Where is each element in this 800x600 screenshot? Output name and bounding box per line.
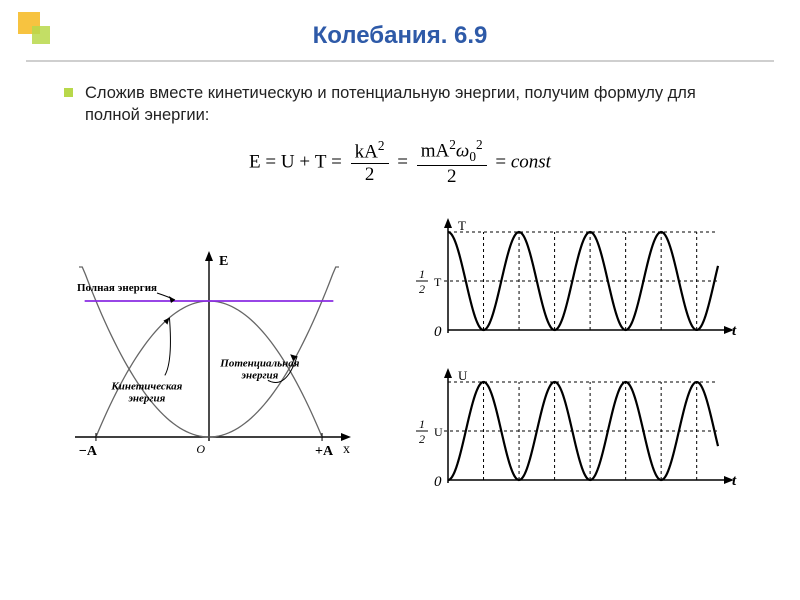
frac2-num-exp: 2 — [449, 137, 456, 152]
energy-formula: E = U + T = kA2 2 = mA2ω02 2 = const — [0, 137, 800, 188]
formula-T: T — [315, 151, 327, 172]
potential-vs-time-chart: Ut012U — [402, 362, 752, 502]
formula-plus: + — [299, 151, 310, 172]
frac1-num-exp: 2 — [378, 138, 385, 153]
slide-corner-logo — [18, 12, 52, 46]
svg-text:1: 1 — [419, 417, 425, 431]
svg-text:O: O — [196, 442, 205, 456]
frac2-omega-sub: 0 — [469, 149, 476, 164]
formula-eq4: = — [495, 151, 506, 172]
kinetic-vs-time-chart: Tt012T — [402, 212, 752, 352]
svg-text:0: 0 — [434, 474, 442, 490]
formula-const: const — [511, 151, 551, 172]
svg-text:энергия: энергия — [127, 392, 165, 404]
bullet-marker — [64, 88, 73, 97]
svg-text:+A: +A — [315, 444, 334, 459]
svg-text:2: 2 — [419, 282, 425, 296]
svg-text:T: T — [434, 275, 442, 289]
svg-text:Полная энергия: Полная энергия — [77, 282, 157, 294]
formula-eq2: = — [331, 151, 342, 172]
svg-text:U: U — [458, 368, 468, 383]
svg-text:2: 2 — [419, 432, 425, 446]
frac2-num-base: mA — [421, 140, 450, 161]
slide-title: Колебания. 6.9 — [0, 0, 800, 50]
formula-E: E — [249, 151, 261, 172]
formula-eq1: = — [265, 151, 276, 172]
bullet-text: Сложив вместе кинетическую и потенциальн… — [85, 82, 750, 127]
svg-text:Кинетическая: Кинетическая — [110, 380, 182, 392]
frac1-num-base: kA — [355, 141, 378, 162]
svg-text:T: T — [458, 218, 466, 233]
bullet-line: Сложив вместе кинетическую и потенциальн… — [64, 82, 750, 127]
title-divider — [26, 60, 774, 62]
svg-text:1: 1 — [419, 267, 425, 281]
frac2-omega: ω — [456, 140, 469, 161]
frac2-den: 2 — [417, 166, 487, 188]
frac2-omega-exp: 2 — [476, 137, 483, 152]
formula-eq3: = — [397, 151, 408, 172]
svg-text:t: t — [732, 473, 737, 489]
svg-text:0: 0 — [434, 324, 442, 340]
svg-text:t: t — [732, 323, 737, 339]
svg-text:энергия: энергия — [240, 369, 278, 381]
svg-text:E: E — [219, 254, 228, 269]
svg-text:U: U — [434, 425, 443, 439]
frac1-den: 2 — [351, 164, 389, 186]
formula-frac1: kA2 2 — [351, 138, 389, 186]
formula-U: U — [281, 151, 295, 172]
formula-frac2: mA2ω02 2 — [417, 137, 487, 188]
svg-text:−A: −A — [79, 444, 98, 459]
svg-text:x: x — [343, 442, 350, 457]
svg-text:Потенциальная: Потенциальная — [219, 357, 299, 369]
energy-vs-x-chart: Ex−A+AOПолная энергияКинетическаяэнергия… — [49, 217, 369, 497]
